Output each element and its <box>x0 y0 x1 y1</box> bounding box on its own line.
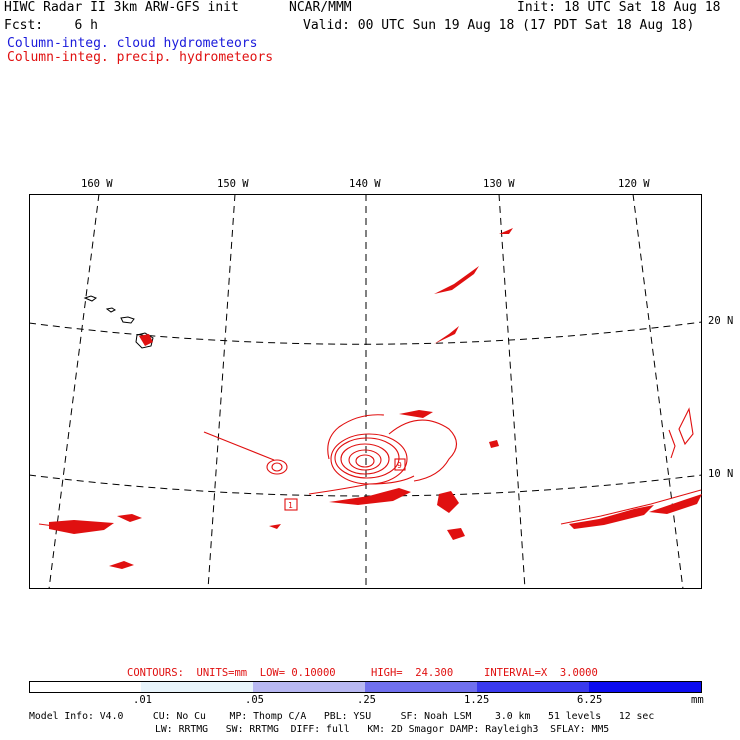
precip-contours <box>38 407 702 529</box>
precip-fill <box>49 228 702 569</box>
island-oahu <box>105 307 116 313</box>
colorbar-seg-1 <box>141 681 253 693</box>
vortex-west-inner <box>271 462 283 472</box>
colorbar-seg-4 <box>477 681 589 693</box>
lon-label-160w: 160 W <box>81 178 113 190</box>
rain-area-sw-1 <box>49 520 114 534</box>
rain-area-south-2 <box>447 528 465 540</box>
contours-interval: INTERVAL=X 3.0000 <box>484 667 598 679</box>
lon-label-150w: 150 W <box>217 178 249 190</box>
colorbar-tick-4: 6.25 <box>577 694 603 706</box>
lon-label-120w: 120 W <box>618 178 650 190</box>
model-title: HIWC Radar II 3km ARW-GFS init <box>4 0 239 15</box>
lat-label-20n: 20 N <box>708 315 734 327</box>
meridian-120w <box>632 194 684 589</box>
colorbar-tick-2: .25 <box>357 694 376 706</box>
meridian-160w <box>48 194 100 589</box>
colorbar-units: mm <box>691 694 704 706</box>
lon-label-130w: 130 W <box>483 178 515 190</box>
hawaii-islands <box>83 295 154 349</box>
storm-ring-5 <box>355 454 375 468</box>
valid-time: Valid: 00 UTC Sun 19 Aug 18 (17 PDT Sat … <box>303 18 695 33</box>
island-kauai <box>83 295 98 302</box>
vortex-west-outer <box>266 459 288 475</box>
rain-area-storm-tail <box>329 488 411 505</box>
storm-band-north <box>327 414 385 460</box>
storm-marker-1 <box>284 498 298 511</box>
island-maui <box>120 316 135 324</box>
rain-area-south-1 <box>437 491 459 513</box>
colorbar-tick-3: 1.25 <box>464 694 490 706</box>
band-southeast <box>560 489 702 525</box>
rain-area-hawaii <box>139 334 153 346</box>
storm-marker-9 <box>394 458 406 471</box>
legend-precip: Column-integ. precip. hydrometeors <box>7 50 274 65</box>
cell-east-1 <box>678 407 694 446</box>
storm-band-east <box>388 419 458 482</box>
rain-area-se-1 <box>569 505 654 529</box>
colorbar-seg-0 <box>29 681 141 693</box>
rain-area-se-2 <box>649 494 702 514</box>
map-panel: 9 1 <box>29 194 702 589</box>
forecast-hour: Fcst: 6 h <box>4 18 98 33</box>
island-big-island <box>135 332 154 349</box>
rain-area-storm-north <box>399 410 433 418</box>
parallel-10n <box>29 474 702 497</box>
storm-ring-4 <box>348 449 382 471</box>
storm-ring-3 <box>340 443 390 475</box>
storm-label-1: 1 <box>288 501 293 510</box>
legend-cloud: Column-integ. cloud hydrometeors <box>7 36 258 51</box>
cell-east-2 <box>668 429 676 459</box>
model-info-line-1: Model Info: V4.0 CU: No Cu MP: Thomp C/A… <box>29 711 655 722</box>
parallel-20n <box>29 321 702 345</box>
lat-label-10n: 10 N <box>708 468 734 480</box>
model-info-line-2: LW: RRTMG SW: RRTMG DIFF: full KM: 2D Sm… <box>155 724 610 735</box>
storm-label-9: 9 <box>397 461 402 470</box>
colorbar-tick-1: .05 <box>245 694 264 706</box>
lon-label-140w: 140 W <box>349 178 381 190</box>
storm-ring-2 <box>334 437 400 479</box>
init-time: Init: 18 UTC Sat 18 Aug 18 <box>517 0 721 15</box>
meridian-150w <box>207 194 236 589</box>
graticule <box>29 194 702 589</box>
colorbar-seg-5 <box>589 681 702 693</box>
contours-info: CONTOURS: UNITS=mm LOW= 0.10000 <box>127 667 336 679</box>
colorbar-tick-0: .01 <box>133 694 152 706</box>
colorbar-seg-2 <box>253 681 365 693</box>
colorbar-seg-3 <box>365 681 477 693</box>
colorbar <box>29 681 702 693</box>
rain-area-east-1 <box>489 440 499 448</box>
meridian-130w <box>498 194 526 589</box>
organization: NCAR/MMM <box>289 0 352 15</box>
rain-area-sw-2 <box>117 514 142 522</box>
rain-area-south-3 <box>269 524 281 529</box>
contours-high: HIGH= 24.300 <box>371 667 454 679</box>
colorbar-border <box>29 681 702 693</box>
band-west <box>203 431 275 461</box>
storm-tail-west <box>308 475 415 495</box>
rain-area-north-2 <box>499 228 513 234</box>
rain-area-far-south <box>109 561 134 569</box>
